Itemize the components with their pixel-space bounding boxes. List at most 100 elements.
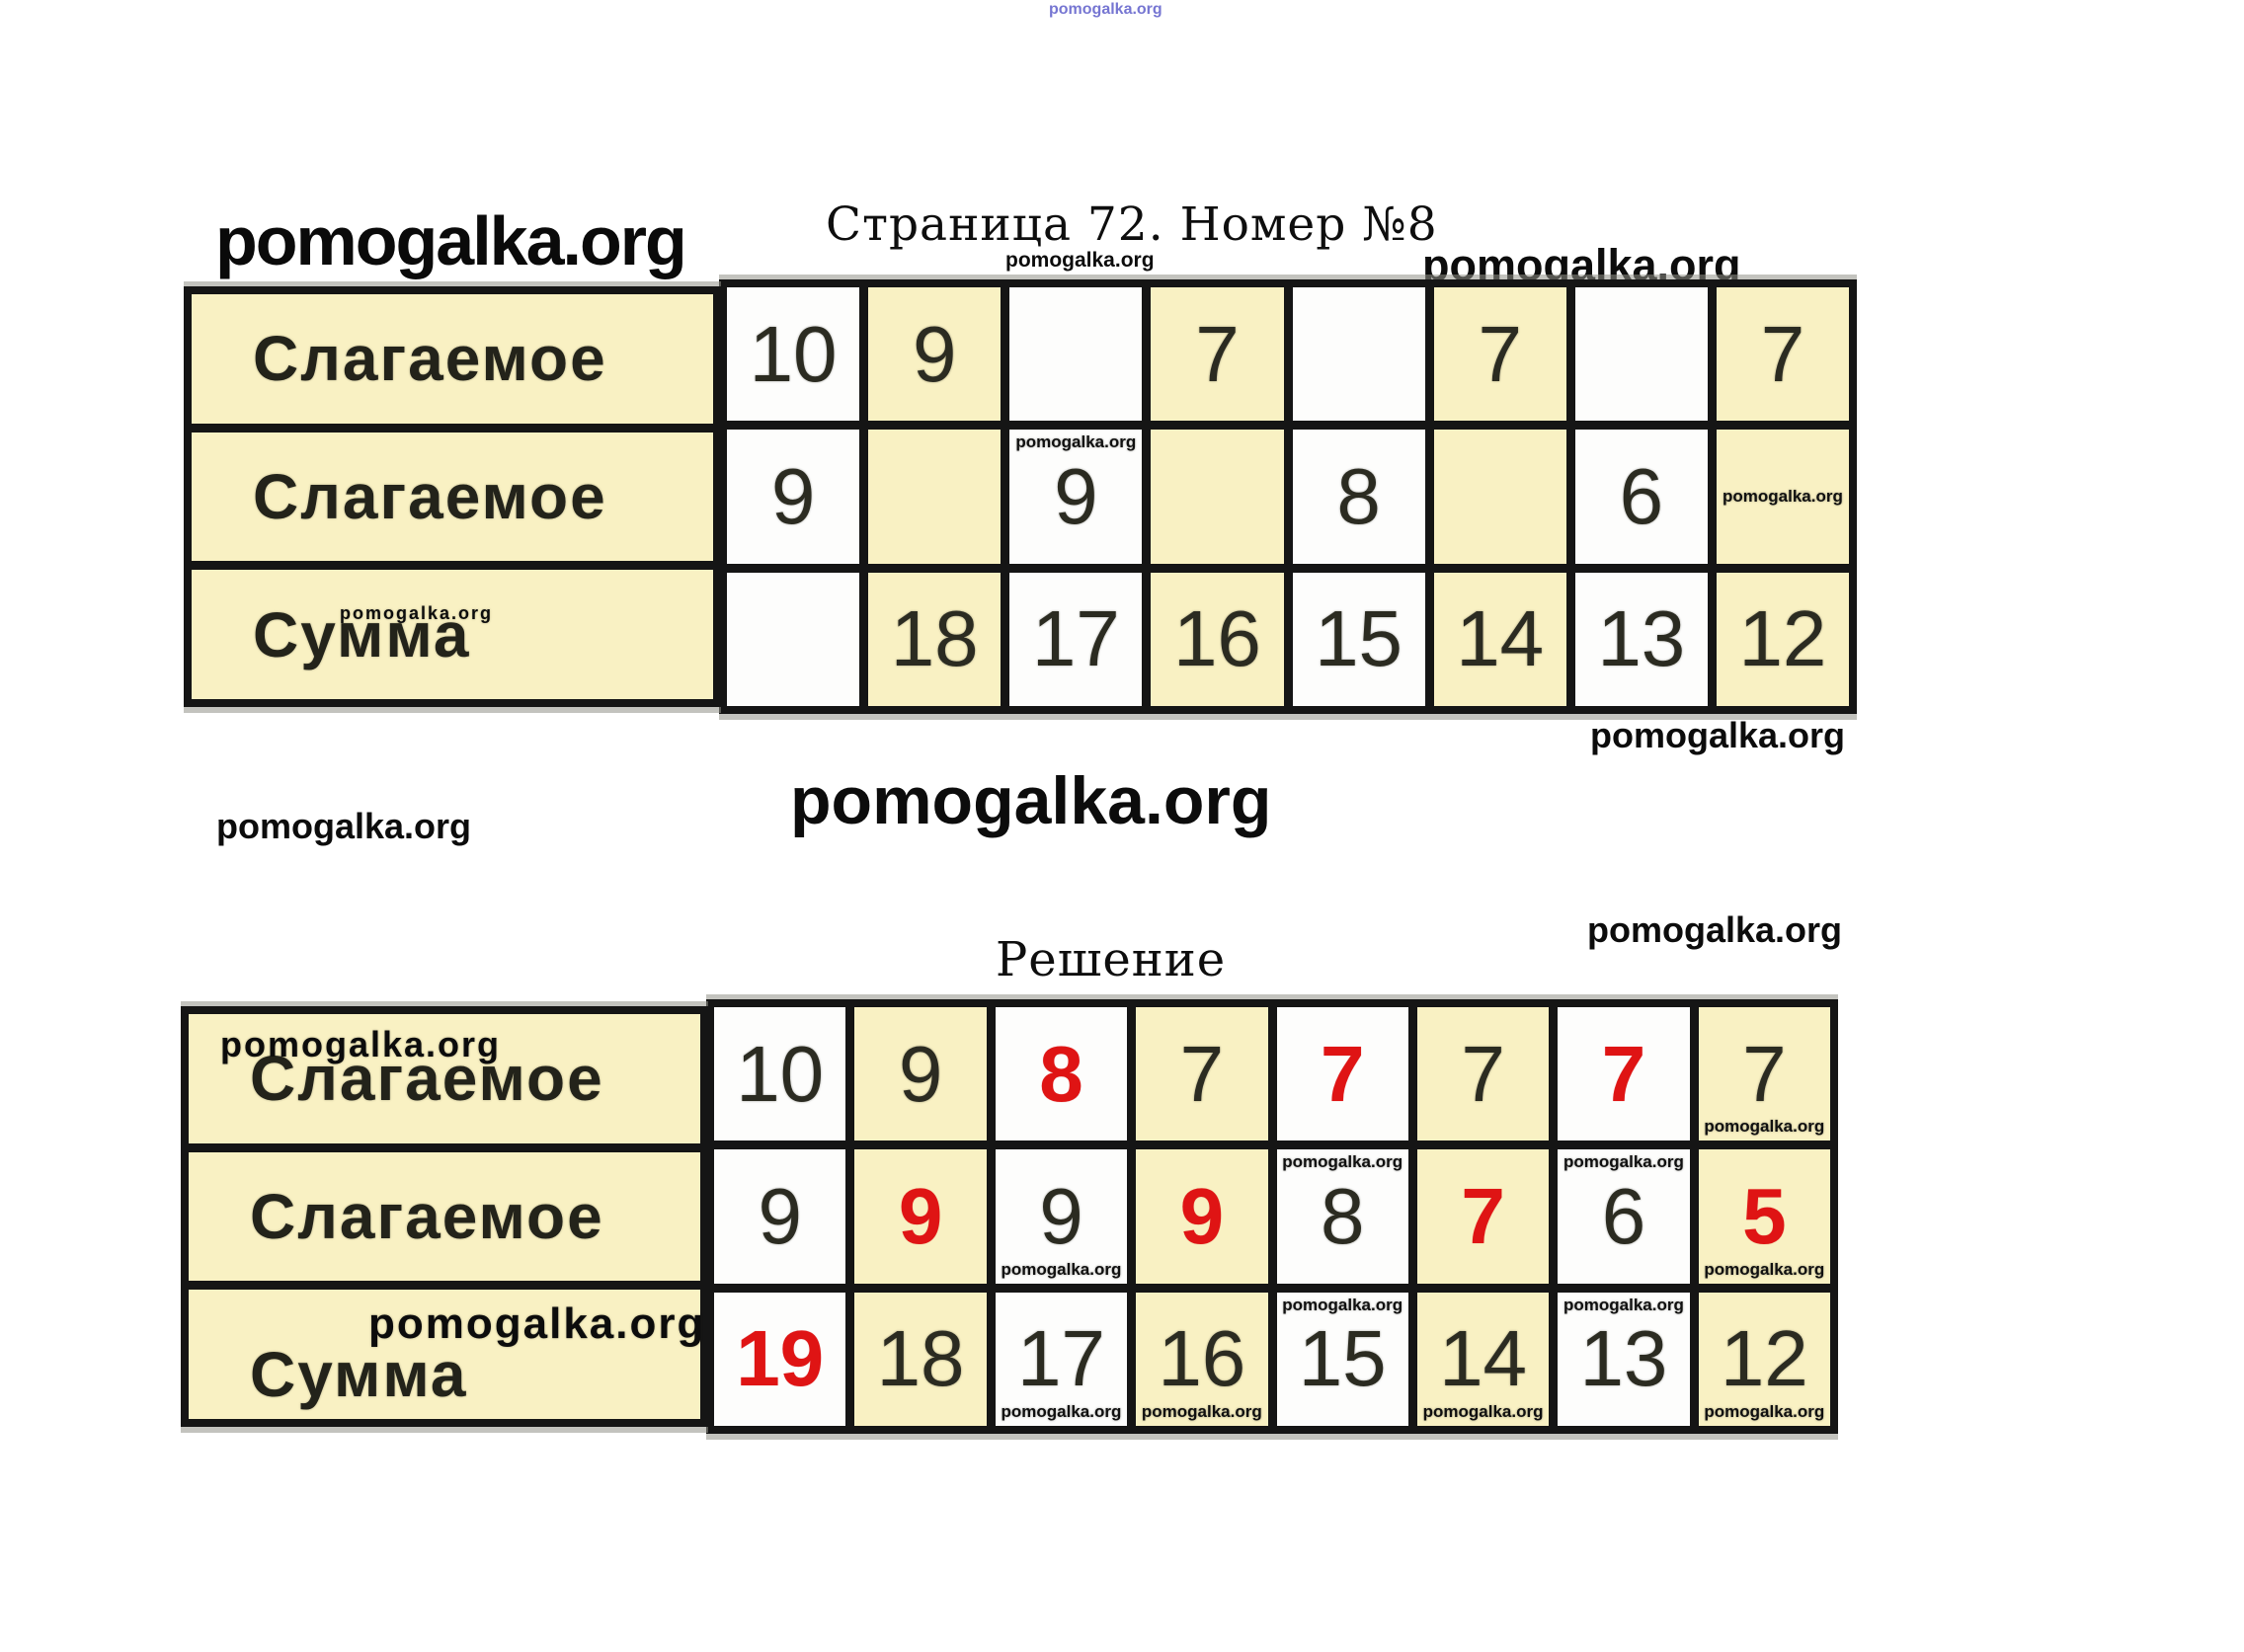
cell-value: 7 bbox=[1601, 1029, 1646, 1118]
row-label-0: Слагаемое bbox=[192, 294, 713, 424]
solution-heading: Решение bbox=[996, 932, 1227, 987]
cell-value: 16 bbox=[1172, 594, 1261, 683]
site-logo-watermark: pomogalka.org bbox=[215, 202, 687, 279]
cell-value: 14 bbox=[1439, 1314, 1528, 1403]
row-label-2: Сумма pomogalka.org bbox=[192, 570, 713, 699]
cell-value: 12 bbox=[1738, 594, 1827, 683]
cell-value: 8 bbox=[1336, 451, 1381, 540]
table-cell-r0-c3: 7 bbox=[1151, 287, 1284, 422]
table-cell-r0-c2 bbox=[1009, 287, 1143, 422]
cell-value: 17 bbox=[1031, 594, 1120, 683]
table-cell-r0-c5: 7 bbox=[1433, 287, 1566, 422]
table-cell-r0-c0: 10 bbox=[727, 287, 860, 422]
cell-value: 5 bbox=[1742, 1171, 1787, 1260]
cell-value: 16 bbox=[1158, 1314, 1246, 1403]
row-label-text: Слагаемое bbox=[250, 1180, 604, 1252]
cell-value: 17 bbox=[1016, 1314, 1105, 1403]
table-cell-r2-c2: 17 pomogalka.org bbox=[995, 1292, 1128, 1426]
table-cell-r2-c2: 17 bbox=[1009, 572, 1143, 706]
cell-watermark: pomogalka.org bbox=[220, 1024, 502, 1064]
cell-value: 7 bbox=[1461, 1029, 1505, 1118]
cell-value: 10 bbox=[736, 1029, 825, 1118]
table-cell-r2-c1: 18 bbox=[854, 1292, 987, 1426]
watermark-under-title: pomogalka.org bbox=[1005, 249, 1155, 272]
cell-value: 7 bbox=[1742, 1029, 1787, 1118]
cell-watermark: pomogalka.org bbox=[1001, 1259, 1122, 1279]
cell-value: 14 bbox=[1456, 594, 1545, 683]
cell-watermark: pomogalka.org bbox=[1563, 1295, 1684, 1314]
solution-table: Слагаемое pomogalka.org Слагаемое Сумма pomo… bbox=[181, 999, 1838, 1434]
cell-value: 18 bbox=[890, 594, 979, 683]
table-cell-r2-c1: 18 bbox=[868, 572, 1002, 706]
cell-value: 10 bbox=[749, 309, 838, 398]
table-cell-r1-c6: 6 bbox=[1574, 430, 1708, 564]
table-cell-r1-c1: 9 bbox=[854, 1149, 987, 1284]
table-cell-r0-c2: 8 bbox=[995, 1007, 1128, 1141]
problem-table-label-column: Слагаемое Слагаемое Сумма pomogalka.org bbox=[184, 286, 721, 707]
table-cell-r1-c5: 7 bbox=[1416, 1149, 1550, 1284]
table-cell-r2-c5: 14 pomogalka.org bbox=[1416, 1292, 1550, 1426]
cell-value: 18 bbox=[876, 1314, 965, 1403]
table-cell-r2-c4: 15 pomogalka.org bbox=[1276, 1292, 1408, 1426]
table-cell-r2-c6: 13 bbox=[1574, 572, 1708, 706]
row-label-1: Слагаемое bbox=[192, 432, 713, 562]
solution-table-label-column: Слагаемое pomogalka.org Слагаемое Сумма pomo… bbox=[181, 1006, 708, 1427]
cell-watermark: pomogalka.org bbox=[1141, 1401, 1262, 1421]
table-cell-r0-c6: 7 bbox=[1558, 1007, 1690, 1141]
row-label-0: Слагаемое pomogalka.org bbox=[189, 1014, 700, 1143]
table-cell-r1-c4: 8 bbox=[1292, 430, 1425, 564]
cell-watermark: pomogalka.org bbox=[340, 603, 494, 624]
cell-value: 6 bbox=[1601, 1171, 1646, 1260]
row-label-text: Слагаемое bbox=[250, 1043, 604, 1115]
table-cell-r0-c1: 9 bbox=[868, 287, 1002, 422]
cell-watermark: pomogalka.org bbox=[1704, 1401, 1825, 1421]
cell-watermark: pomogalka.org bbox=[1704, 1259, 1825, 1279]
table-cell-r0-c5: 7 bbox=[1416, 1007, 1550, 1141]
watermark-middle-left: pomogalka.org bbox=[216, 806, 472, 846]
table-cell-r1-c3: 9 bbox=[1136, 1149, 1268, 1284]
table-cell-r2-c5: 14 bbox=[1433, 572, 1566, 706]
cell-value: 9 bbox=[770, 451, 816, 540]
table-cell-r2-c7: 12 pomogalka.org bbox=[1698, 1292, 1830, 1426]
cell-watermark: pomogalka.org bbox=[1015, 433, 1137, 452]
table-cell-r1-c7: 5 pomogalka.org bbox=[1698, 1149, 1830, 1284]
cell-value: 9 bbox=[1054, 451, 1098, 540]
cell-value: 19 bbox=[736, 1314, 825, 1403]
table-cell-r2-c7: 12 bbox=[1716, 572, 1849, 706]
table-cell-r0-c7: 7 pomogalka.org bbox=[1698, 1007, 1830, 1141]
page-title: Страница 72. Номер №8 bbox=[826, 197, 1438, 252]
table-cell-r1-c0: 9 bbox=[714, 1149, 846, 1284]
table-cell-r2-c0: 19 bbox=[714, 1292, 846, 1426]
problem-table-data-grid: 10 9 7 7 7 9 9 pomogalka.org 8 6 pomogalka.org 18 17… bbox=[719, 279, 1857, 714]
cell-value: 9 bbox=[912, 309, 957, 398]
table-cell-r1-c4: 8 pomogalka.org bbox=[1276, 1149, 1408, 1284]
table-cell-r1-c7: pomogalka.org bbox=[1716, 430, 1849, 564]
cell-watermark: pomogalka.org bbox=[1001, 1401, 1122, 1421]
cell-watermark: pomogalka.org bbox=[1282, 1152, 1403, 1172]
cell-value: 8 bbox=[1320, 1171, 1365, 1260]
cell-watermark: pomogalka.org bbox=[1282, 1295, 1403, 1314]
cell-value: 6 bbox=[1619, 451, 1664, 540]
watermark-middle-center: pomogalka.org bbox=[790, 763, 1272, 838]
cell-watermark: pomogalka.org bbox=[1704, 1117, 1825, 1137]
cell-value: 15 bbox=[1298, 1314, 1387, 1403]
table-cell-r2-c0 bbox=[727, 572, 860, 706]
cell-value: 9 bbox=[898, 1171, 943, 1260]
row-label-text: Слагаемое bbox=[253, 323, 607, 395]
table-cell-r0-c4 bbox=[1292, 287, 1425, 422]
table-cell-r0-c6 bbox=[1574, 287, 1708, 422]
cell-value: 7 bbox=[1195, 309, 1240, 398]
cell-value: 7 bbox=[1179, 1029, 1225, 1118]
table-cell-r2-c3: 16 pomogalka.org bbox=[1136, 1292, 1268, 1426]
row-label-text: Сумма bbox=[253, 598, 471, 670]
problem-table: Слагаемое Слагаемое Сумма pomogalka.org 10 9… bbox=[184, 279, 1857, 714]
table-cell-r2-c3: 16 bbox=[1151, 572, 1284, 706]
cell-value: 12 bbox=[1720, 1314, 1808, 1403]
table-cell-r1-c5 bbox=[1433, 430, 1566, 564]
cell-watermark: pomogalka.org bbox=[368, 1299, 706, 1349]
table-cell-r1-c6: 6 pomogalka.org bbox=[1558, 1149, 1690, 1284]
table-cell-r2-c4: 15 bbox=[1292, 572, 1425, 706]
row-label-2: Сумма pomogalka.org bbox=[189, 1290, 703, 1419]
table-cell-r2-c6: 13 pomogalka.org bbox=[1558, 1292, 1690, 1426]
